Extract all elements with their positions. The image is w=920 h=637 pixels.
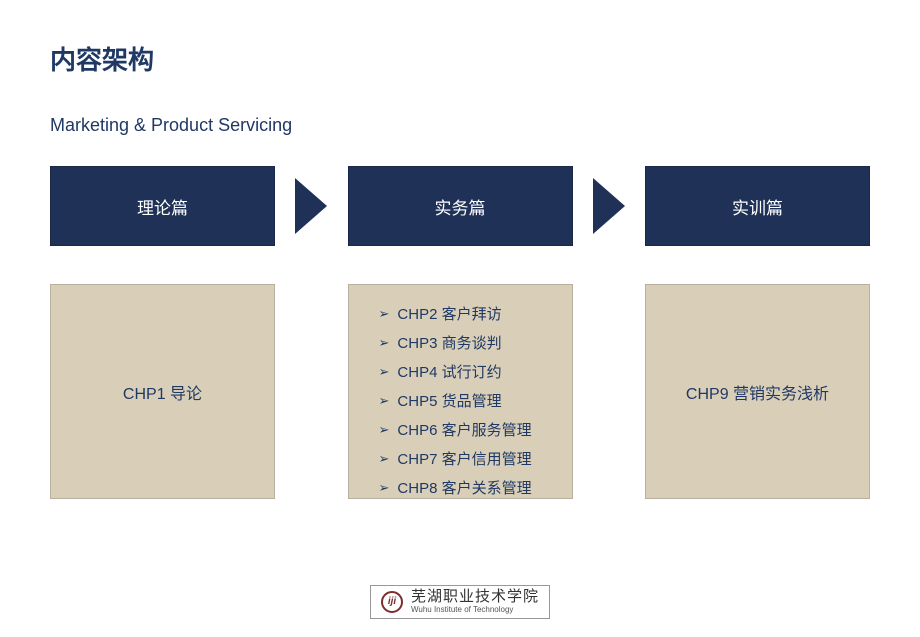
institution-name-en: Wuhu Institute of Technology xyxy=(411,606,539,614)
logo-mark-icon: iji xyxy=(381,591,403,613)
header-box-practice: 实务篇 xyxy=(348,166,573,246)
chapter-item: ➢CHP3 商务谈判 xyxy=(379,332,572,353)
chapter-item: ➢CHP4 试行订约 xyxy=(379,361,572,382)
header-row: 理论篇 实务篇 实训篇 xyxy=(50,166,870,246)
institution-logo: iji 芜湖职业技术学院 Wuhu Institute of Technolog… xyxy=(370,585,550,619)
bullet-icon: ➢ xyxy=(379,393,390,409)
spacer xyxy=(586,284,631,499)
arrow-icon-2 xyxy=(593,178,625,234)
chapter-item: ➢CHP5 货品管理 xyxy=(379,390,572,411)
chapter-item: ➢CHP7 客户信用管理 xyxy=(379,448,572,469)
content-box-training: CHP9 营销实务浅析 xyxy=(645,284,870,499)
content-box-practice: ➢CHP2 客户拜访 ➢CHP3 商务谈判 ➢CHP4 试行订约 ➢CHP5 货… xyxy=(348,284,573,499)
page-subtitle: Marketing & Product Servicing xyxy=(50,115,870,136)
chapter-item: ➢CHP2 客户拜访 xyxy=(379,303,572,324)
bullet-icon: ➢ xyxy=(379,451,390,467)
bullet-icon: ➢ xyxy=(379,364,390,380)
header-box-training: 实训篇 xyxy=(645,166,870,246)
chapter-item: ➢CHP6 客户服务管理 xyxy=(379,419,572,440)
content-row: CHP1 导论 ➢CHP2 客户拜访 ➢CHP3 商务谈判 ➢CHP4 试行订约… xyxy=(50,284,870,499)
bullet-icon: ➢ xyxy=(379,306,390,322)
content-box-theory: CHP1 导论 xyxy=(50,284,275,499)
bullet-icon: ➢ xyxy=(379,422,390,438)
bullet-icon: ➢ xyxy=(379,480,390,496)
footer: iji 芜湖职业技术学院 Wuhu Institute of Technolog… xyxy=(0,585,920,619)
logo-text: 芜湖职业技术学院 Wuhu Institute of Technology xyxy=(411,590,539,614)
chapter-item: CHP1 导论 xyxy=(123,380,202,404)
institution-name-cn: 芜湖职业技术学院 xyxy=(411,590,539,606)
page-title: 内容架构 xyxy=(50,40,870,77)
spacer xyxy=(289,284,334,499)
chapter-item: CHP9 营销实务浅析 xyxy=(686,380,829,404)
arrow-icon-1 xyxy=(295,178,327,234)
chapter-item: ➢CHP8 客户关系管理 xyxy=(379,477,572,498)
bullet-icon: ➢ xyxy=(379,335,390,351)
header-box-theory: 理论篇 xyxy=(50,166,275,246)
